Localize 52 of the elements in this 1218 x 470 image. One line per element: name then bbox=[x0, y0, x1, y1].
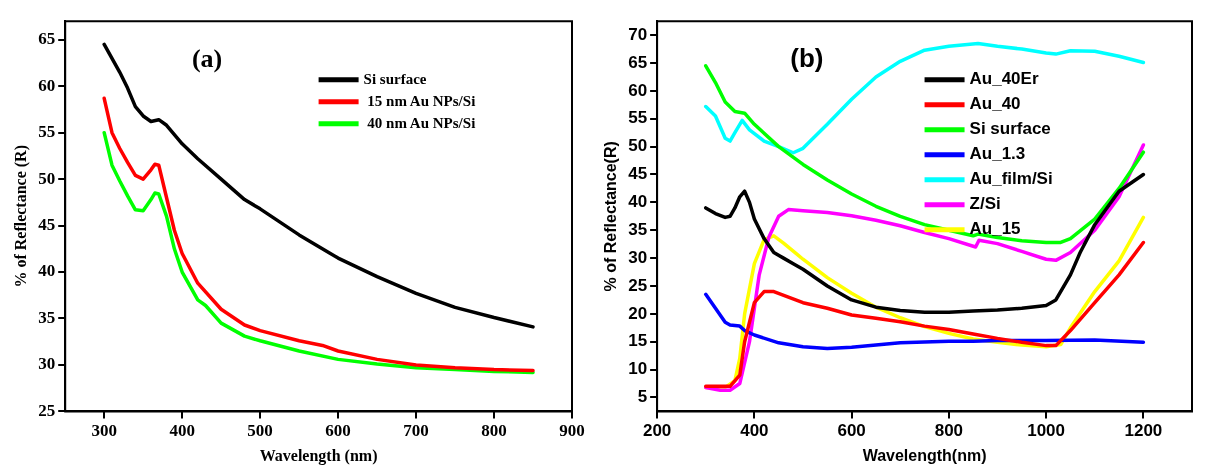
x-tick-label: 800 bbox=[934, 421, 964, 441]
y-tick-label: 55 bbox=[628, 108, 648, 128]
x-tick-label: 300 bbox=[91, 420, 117, 440]
y-tick-label: 35 bbox=[628, 219, 648, 239]
x-tick-label: 200 bbox=[642, 421, 672, 441]
legend-label: Au_film/Si bbox=[969, 169, 1053, 189]
legend-label: Au_15 bbox=[969, 219, 1021, 239]
y-tick-label: 60 bbox=[38, 75, 56, 95]
y-tick-label: 15 bbox=[628, 331, 648, 351]
x-axis-title: Wavelength(nm) bbox=[862, 446, 987, 464]
y-tick-label: 25 bbox=[628, 275, 648, 295]
x-tick-label: 1200 bbox=[1124, 421, 1163, 441]
x-tick-label: 500 bbox=[247, 420, 273, 440]
y-tick-label: 65 bbox=[628, 52, 648, 72]
legend-label: Si surface bbox=[363, 70, 427, 87]
y-tick-label: 30 bbox=[628, 247, 648, 267]
y-tick-label: 70 bbox=[628, 24, 648, 44]
legend-label: 40 nm Au NPs/Si bbox=[363, 114, 476, 131]
x-tick-label: 1000 bbox=[1027, 421, 1066, 441]
y-tick-label: 65 bbox=[38, 29, 56, 49]
annotation: (a) bbox=[191, 43, 223, 73]
x-tick-label: 800 bbox=[481, 420, 507, 440]
x-axis-title: Wavelength (nm) bbox=[259, 446, 378, 465]
annotation: (b) bbox=[790, 43, 824, 74]
legend-label: Au_40Er bbox=[969, 69, 1039, 89]
y-axis-title: % of Reflectance (R) bbox=[11, 145, 30, 288]
y-tick-label: 25 bbox=[38, 400, 56, 420]
legend-label: Au_40 bbox=[969, 94, 1021, 114]
legend-label: Si surface bbox=[969, 119, 1051, 139]
y-tick-label: 55 bbox=[38, 122, 56, 142]
y-tick-label: 30 bbox=[38, 354, 56, 374]
x-tick-label: 900 bbox=[559, 420, 585, 440]
y-tick-label: 20 bbox=[628, 303, 648, 323]
x-tick-label: 700 bbox=[403, 420, 429, 440]
y-tick-label: 45 bbox=[628, 164, 648, 184]
y-tick-label: 50 bbox=[628, 136, 648, 156]
y-tick-label: 35 bbox=[38, 307, 56, 327]
y-tick-label: 45 bbox=[38, 214, 56, 234]
y-tick-label: 60 bbox=[628, 80, 648, 100]
x-tick-label: 400 bbox=[740, 421, 769, 441]
legend-label: Z/Si bbox=[969, 194, 1001, 214]
legend-label: Au_1.3 bbox=[969, 144, 1026, 164]
y-tick-label: 40 bbox=[38, 261, 56, 281]
y-tick-label: 10 bbox=[628, 359, 648, 379]
y-tick-label: 5 bbox=[637, 387, 648, 407]
x-tick-label: 600 bbox=[325, 420, 351, 440]
y-tick-label: 50 bbox=[38, 168, 56, 188]
y-tick-label: 40 bbox=[628, 192, 648, 212]
legend-label: 15 nm Au NPs/Si bbox=[363, 92, 476, 109]
y-axis-title: % of Reflectance(R) bbox=[602, 141, 620, 292]
x-tick-label: 600 bbox=[837, 421, 866, 441]
x-tick-label: 400 bbox=[169, 420, 195, 440]
